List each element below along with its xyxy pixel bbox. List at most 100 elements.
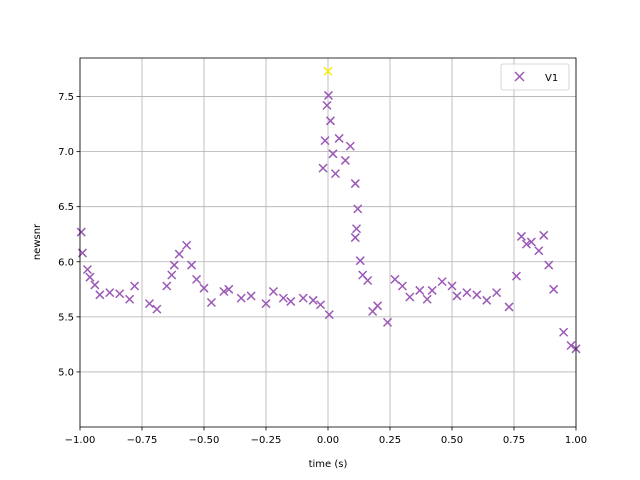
x-tick-label: 0.25 [379, 435, 401, 446]
data-point [278, 293, 288, 303]
data-point [427, 285, 437, 295]
data-point [350, 179, 360, 189]
data-point [351, 224, 362, 234]
x-tick-label: 1.00 [565, 435, 587, 446]
x-tick-label: −0.25 [251, 435, 282, 446]
data-point [345, 141, 355, 151]
data-point [323, 90, 334, 100]
data-point [549, 284, 559, 294]
data-point [340, 155, 350, 165]
data-point [192, 274, 202, 284]
data-point [320, 136, 330, 146]
data-point [308, 295, 318, 305]
data-point [472, 290, 482, 300]
data-point [482, 295, 492, 305]
data-point [566, 340, 576, 351]
data-point [90, 280, 100, 290]
data-point [182, 240, 192, 250]
data-point [144, 299, 154, 309]
data-point [174, 249, 184, 259]
data-point [322, 100, 332, 110]
data-point [325, 116, 336, 126]
data-point [559, 327, 569, 337]
data-point [115, 289, 125, 299]
data-point [330, 169, 340, 179]
data-point [452, 291, 462, 301]
data-point [544, 260, 554, 270]
y-axis-ticks: 5.0 5.5 6.0 6.5 7.0 7.5 [58, 92, 80, 378]
x-tick-label: −0.50 [189, 435, 220, 446]
data-point [521, 239, 531, 249]
y-tick-label: 6.5 [58, 202, 74, 213]
data-point [318, 163, 328, 173]
data-point [224, 284, 234, 294]
x-axis-ticks: −1.00 −0.75 −0.50 −0.25 0.00 0.25 0.50 0.75 1.00 [65, 427, 587, 446]
x-tick-label: 0.75 [503, 435, 525, 446]
data-point [219, 286, 229, 297]
x-axis-label: time (s) [309, 459, 348, 470]
data-point [206, 298, 216, 308]
data-point [298, 293, 308, 303]
data-point [324, 310, 334, 320]
data-point [350, 233, 360, 243]
data-point [162, 281, 172, 291]
data-point [534, 246, 544, 256]
legend: V1 [500, 63, 570, 91]
data-point [492, 288, 502, 298]
y-tick-label: 5.5 [58, 312, 74, 323]
data-point [437, 277, 447, 287]
data-point [526, 237, 536, 247]
highlight-marker [323, 66, 333, 76]
data-point [316, 300, 326, 310]
data-point [76, 227, 86, 237]
data-point [169, 260, 179, 270]
legend-box [500, 63, 570, 91]
data-point [447, 281, 457, 291]
data-point [373, 301, 383, 311]
y-tick-label: 6.0 [58, 257, 74, 268]
data-point [246, 291, 256, 301]
data-point [422, 294, 432, 304]
data-point [167, 270, 177, 280]
y-tick-label: 7.0 [58, 147, 74, 158]
data-point [353, 204, 363, 214]
data-point [130, 281, 140, 291]
x-tick-label: 0.50 [441, 435, 463, 446]
scatter-points [76, 90, 581, 354]
data-point [511, 271, 522, 281]
x-tick-label: 0.00 [317, 435, 339, 446]
data-point [516, 231, 526, 241]
y-axis-label: newsnr [32, 223, 43, 260]
y-tick-label: 7.5 [58, 92, 74, 103]
x-tick-label: −1.00 [65, 435, 96, 446]
data-point [125, 294, 135, 304]
data-point [85, 272, 95, 282]
loudest-point [323, 66, 333, 76]
legend-label-v1: V1 [545, 73, 558, 84]
data-point [355, 256, 365, 266]
data-point [268, 286, 278, 297]
data-point [187, 260, 197, 270]
legend-marker-v1 [514, 71, 525, 82]
data-point [504, 302, 514, 312]
data-point [397, 281, 407, 291]
data-point [199, 283, 209, 293]
data-point [328, 149, 338, 159]
data-point [95, 290, 105, 300]
data-point [105, 288, 115, 298]
data-point [82, 264, 92, 275]
data-point [405, 292, 415, 302]
data-point [415, 285, 425, 295]
data-point [363, 275, 373, 286]
data-point [286, 296, 296, 306]
data-point [390, 274, 400, 284]
data-point [152, 304, 162, 314]
data-point [462, 288, 472, 298]
data-point [236, 293, 246, 303]
data-point [334, 133, 344, 143]
data-point [261, 299, 271, 309]
y-tick-label: 5.0 [58, 367, 74, 378]
data-point [382, 317, 393, 327]
data-point [539, 230, 549, 240]
